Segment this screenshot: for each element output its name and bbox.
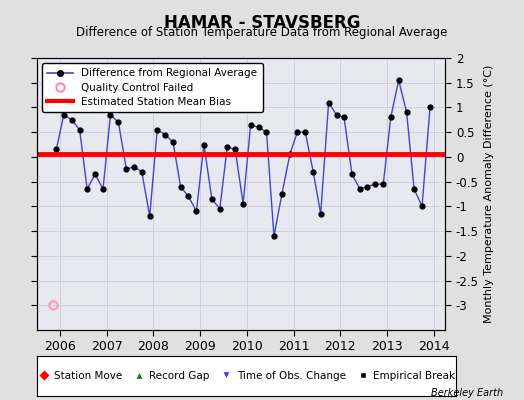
Legend: Station Move, Record Gap, Time of Obs. Change, Empirical Break: Station Move, Record Gap, Time of Obs. C… — [34, 368, 459, 384]
Legend: Difference from Regional Average, Quality Control Failed, Estimated Station Mean: Difference from Regional Average, Qualit… — [42, 63, 263, 112]
Text: HAMAR - STAVSBERG: HAMAR - STAVSBERG — [163, 14, 361, 32]
Text: Difference of Station Temperature Data from Regional Average: Difference of Station Temperature Data f… — [77, 26, 447, 39]
Y-axis label: Monthly Temperature Anomaly Difference (°C): Monthly Temperature Anomaly Difference (… — [484, 65, 494, 323]
Text: Berkeley Earth: Berkeley Earth — [431, 388, 503, 398]
